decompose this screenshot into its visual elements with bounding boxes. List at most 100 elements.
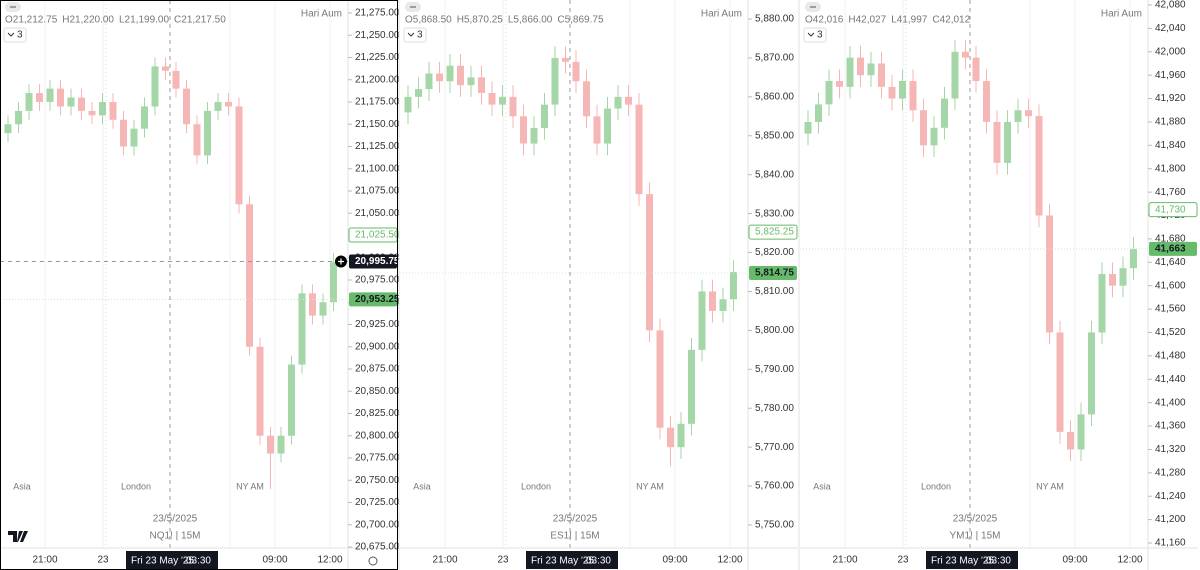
- candle-body: [899, 81, 906, 99]
- ohlc-value: L41,997: [891, 15, 928, 26]
- price-label: 5,814.75: [755, 268, 794, 279]
- chart-panel: 41,160 41,200 41,240 41,280 41,320 41,360 41,4…: [800, 0, 1198, 570]
- candle-body: [1046, 215, 1053, 333]
- ohlc-value: O42,016: [805, 15, 844, 26]
- candle-body: [1004, 121, 1011, 163]
- candle-body: [183, 88, 190, 125]
- candle-body: [1035, 116, 1043, 216]
- y-tick-label: 41,240: [1155, 491, 1186, 502]
- y-tick-label: 41,440: [1155, 374, 1186, 385]
- candle-body: [941, 98, 948, 128]
- watermark-symbol: YM1! | 15M: [950, 531, 1001, 542]
- candle-body: [99, 102, 106, 116]
- indicator-count: 3: [17, 30, 23, 41]
- candle-body: [141, 106, 148, 129]
- candle-body: [920, 110, 927, 146]
- candle-body: [78, 97, 85, 111]
- crosshair-time-bg: [526, 551, 618, 569]
- settings-icon[interactable]: [368, 556, 378, 566]
- ohlc-value: L5,866.00: [508, 15, 553, 26]
- y-tick-label: 41,840: [1155, 140, 1186, 151]
- candle-body: [688, 349, 695, 424]
- candle-body: [120, 119, 127, 147]
- candle-body: [1077, 414, 1085, 450]
- candle-body: [415, 89, 422, 97]
- candle-body: [1119, 268, 1127, 286]
- time-label: 09:00: [662, 555, 687, 566]
- y-tick-label: 20,700.00: [355, 519, 400, 530]
- session-label: London: [921, 481, 951, 491]
- y-tick-label: 20,825.00: [355, 408, 400, 419]
- indicator-count: 3: [817, 30, 823, 41]
- candle-body: [1109, 274, 1116, 286]
- candle-body: [541, 104, 548, 128]
- candle-body: [551, 57, 559, 105]
- candle-body: [1056, 332, 1064, 432]
- candle-body: [499, 96, 506, 105]
- crosshair-date: Fri 23 May '25: [931, 556, 994, 567]
- price-label: 41,730: [1155, 204, 1186, 215]
- y-tick-label: 21,175.00: [355, 97, 400, 108]
- candle-body: [1025, 110, 1032, 117]
- candle-body: [604, 108, 611, 144]
- ohlc-value: C21,217.50: [174, 15, 226, 26]
- y-tick-label: 21,100.00: [355, 163, 400, 174]
- candle-body: [878, 63, 885, 87]
- y-tick-label: 20,750.00: [355, 475, 400, 486]
- y-tick-label: 5,860.00: [755, 91, 794, 102]
- ohlc-value: O21,212.75: [5, 15, 58, 26]
- candle-body: [214, 102, 222, 111]
- y-tick-label: 20,800.00: [355, 430, 400, 441]
- indicator-toggle[interactable]: [3, 27, 27, 43]
- time-label: 21:00: [32, 555, 57, 566]
- candle-body: [804, 121, 812, 134]
- candle-body: [25, 93, 33, 111]
- y-tick-label: 21,225.00: [355, 52, 400, 63]
- watermark-date: 23/5/2025: [953, 514, 998, 525]
- watermark-symbol: ES1! | 15M: [550, 531, 599, 542]
- candle-body: [572, 61, 580, 82]
- watermark-symbol: NQ1! | 15M: [150, 531, 201, 542]
- candle-body: [962, 51, 969, 58]
- candle-body: [677, 423, 685, 448]
- author: Hari Aum: [701, 9, 742, 20]
- candle-body: [530, 127, 538, 144]
- y-tick-label: 20,925.00: [355, 319, 400, 330]
- candle-body: [888, 86, 896, 99]
- watermark-date: 23/5/2025: [153, 514, 198, 525]
- candle-body: [162, 66, 169, 71]
- candle-body: [130, 128, 138, 147]
- candle-body: [246, 204, 253, 347]
- candle-body: [625, 96, 632, 105]
- indicator-toggle[interactable]: [803, 27, 827, 43]
- candle-body: [1098, 274, 1106, 333]
- y-tick-label: 41,640: [1155, 257, 1186, 268]
- candle-body: [298, 293, 306, 365]
- candle-body: [204, 110, 211, 156]
- candle-body: [4, 124, 12, 134]
- panel-bg: [800, 0, 1198, 570]
- y-tick-label: 5,800.00: [755, 325, 794, 336]
- time-label: 12:00: [1117, 555, 1142, 566]
- ohlc-value: H21,220.00: [62, 15, 114, 26]
- candle-body: [730, 272, 737, 300]
- y-tick-label: 42,000: [1155, 46, 1186, 57]
- y-tick-label: 20,875.00: [355, 364, 400, 375]
- candle-body: [436, 73, 443, 82]
- y-tick-label: 21,200.00: [355, 74, 400, 85]
- candle-body: [1088, 332, 1095, 415]
- candle-body: [983, 81, 990, 122]
- ohlc-value: O5,868.50: [405, 15, 452, 26]
- y-tick-label: 20,675.00: [355, 542, 400, 553]
- crosshair-time: 03:30: [986, 556, 1011, 567]
- price-label-bg: [349, 292, 397, 307]
- panel-bg: [400, 0, 798, 570]
- candle-body: [277, 435, 285, 454]
- y-tick-label: 5,810.00: [755, 286, 794, 297]
- candle-body: [330, 262, 337, 303]
- indicator-toggle[interactable]: [403, 27, 427, 43]
- ohlc-value: C5,869.75: [557, 15, 604, 26]
- candle-body: [15, 110, 22, 125]
- candle-body: [46, 88, 54, 102]
- candle-body: [1130, 248, 1137, 269]
